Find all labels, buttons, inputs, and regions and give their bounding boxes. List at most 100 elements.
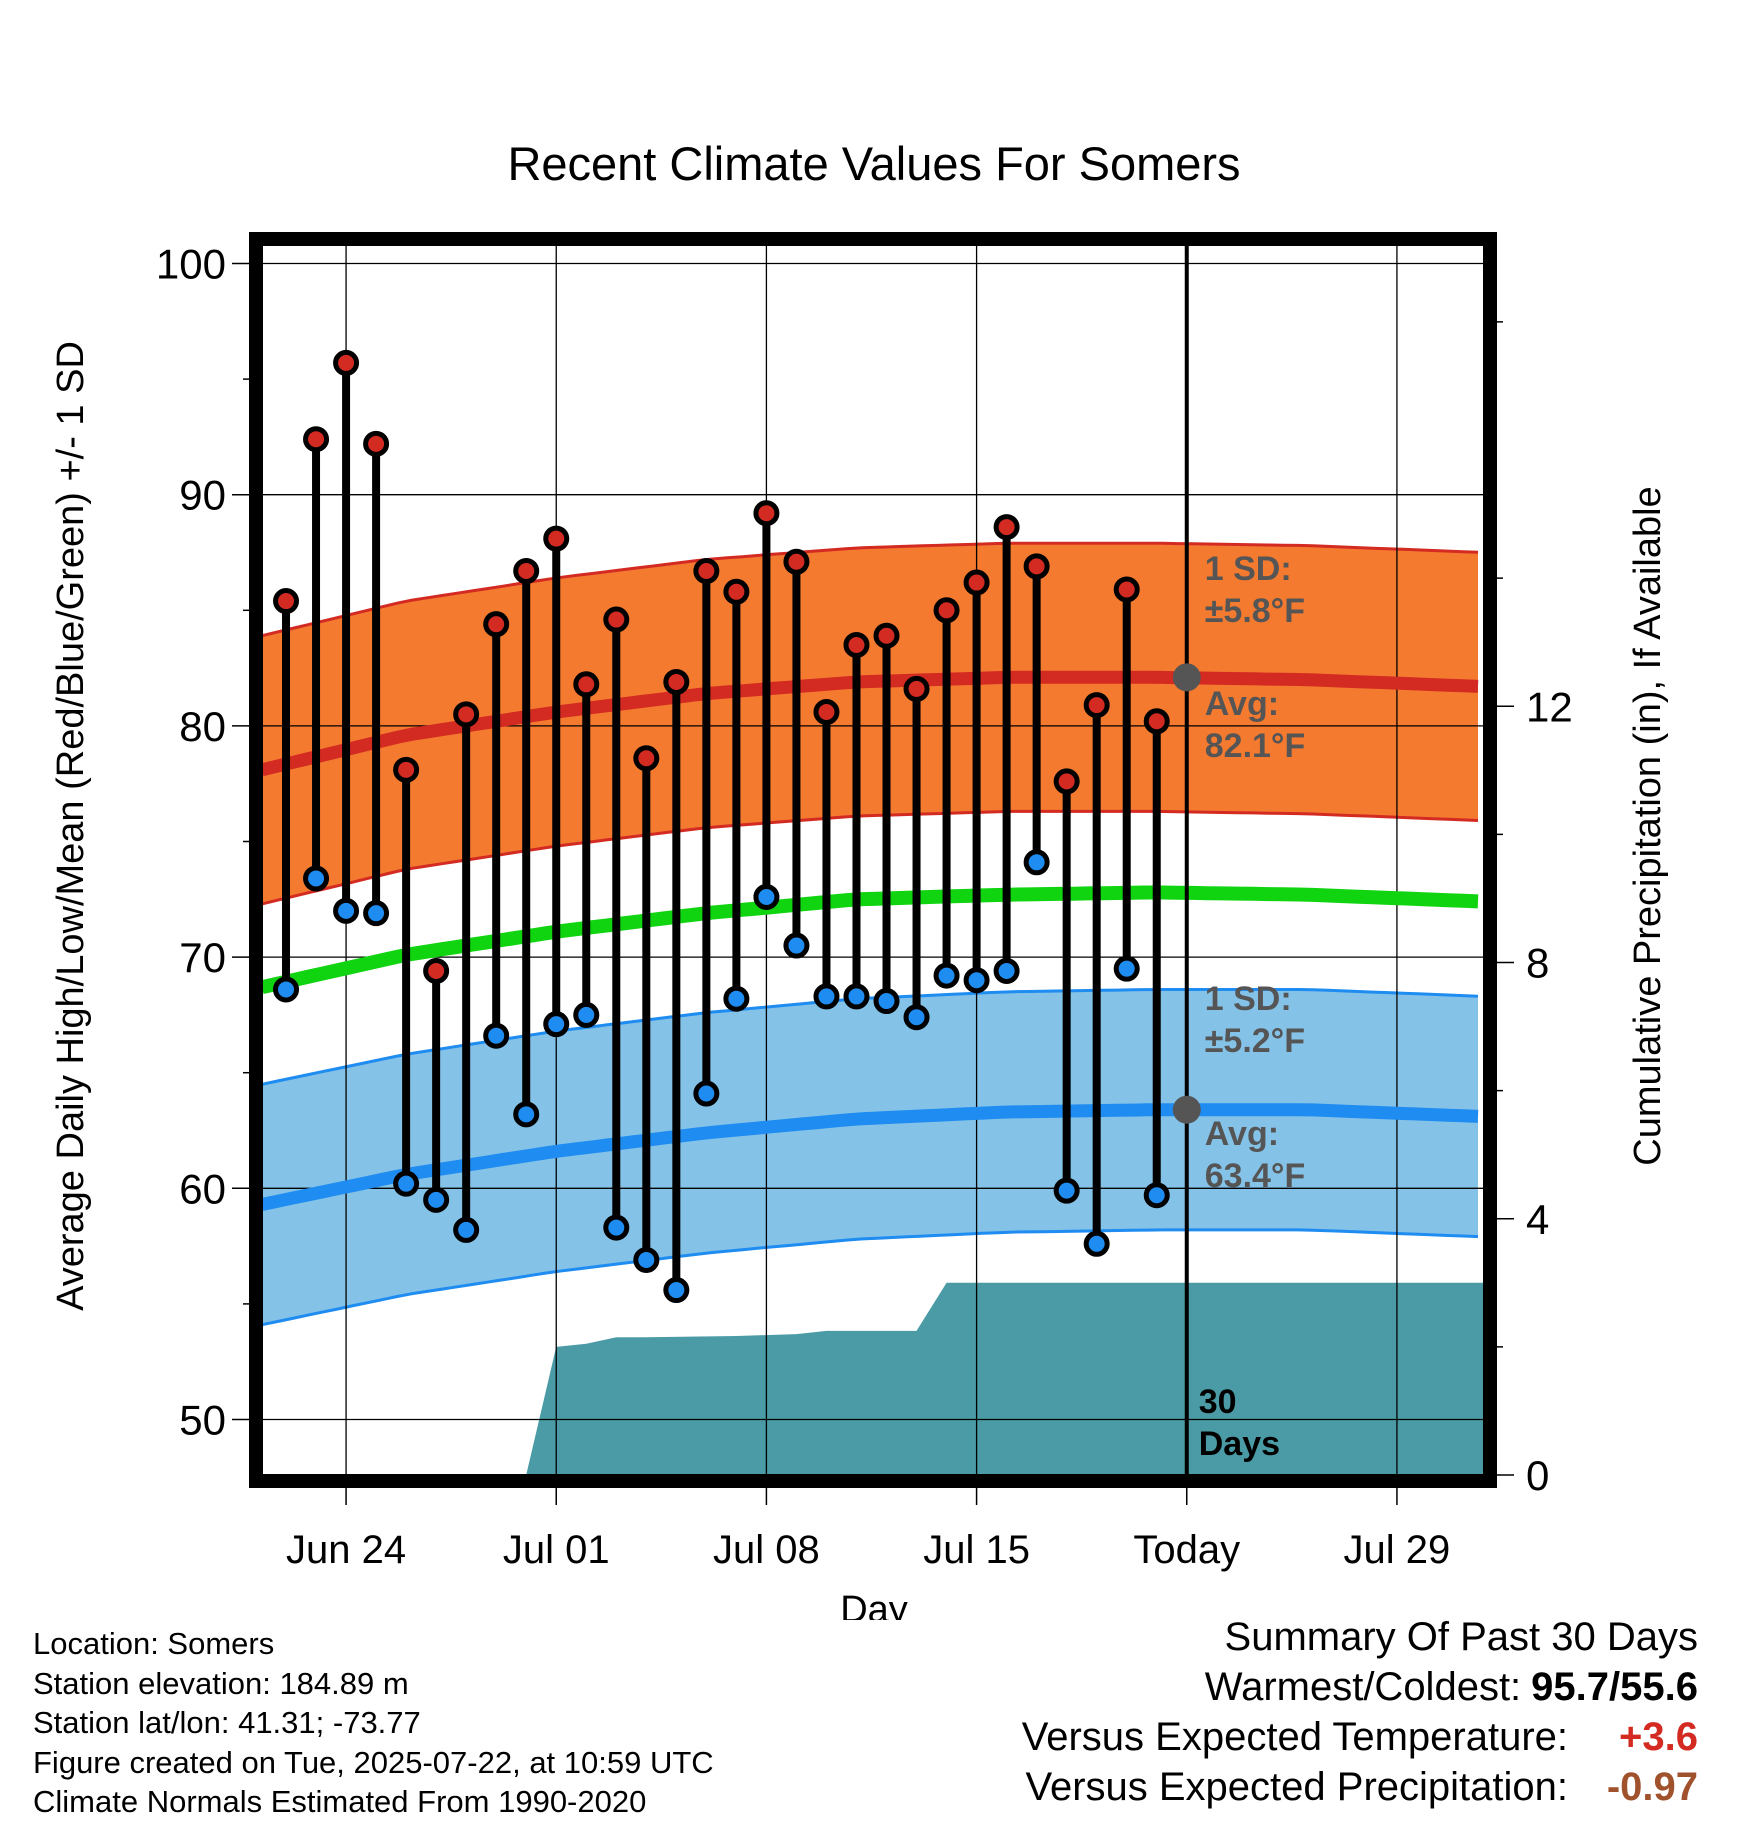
daily-high-point (1113, 576, 1140, 603)
climate-chart: Recent Climate Values For Somers 1 SD: ±5… (50, 137, 1669, 1620)
daily-high-point (603, 606, 630, 633)
x-axis-label: Day (840, 1589, 908, 1620)
daily-high-point (933, 597, 960, 624)
x-tick-label: Jul 15 (923, 1528, 1030, 1572)
created-text: Figure created on Tue, 2025-07-22, at 10… (33, 1744, 714, 1780)
daily-high-point (993, 514, 1020, 541)
daily-high-point (873, 622, 900, 649)
daily-high-point (423, 957, 450, 984)
y-tick-label: 90 (179, 472, 226, 519)
window-label-unit: Days (1199, 1425, 1280, 1463)
x-tick-label: Jul 08 (713, 1528, 820, 1572)
low-sd-label: 1 SD: (1205, 980, 1292, 1018)
daily-low-point (543, 1011, 570, 1038)
low-sd-value: ±5.2°F (1205, 1022, 1305, 1060)
x-tick-label: Jul 29 (1344, 1528, 1451, 1572)
high-avg-value: 82.1°F (1205, 727, 1306, 765)
plot-area: 1 SD: ±5.8°F Avg: 82.1°F 1 SD: ±5.2°F Avg: 63.4… (232, 232, 1514, 1505)
daily-low-point (783, 932, 810, 959)
low-avg-value: 63.4°F (1205, 1157, 1306, 1195)
high-avg-label: Avg: (1205, 685, 1279, 723)
daily-low-point (843, 983, 870, 1010)
temp-row: Versus Expected Temperature: +3.6 (1022, 1712, 1698, 1762)
warm-cold-label: Warmest/Coldest: (1204, 1665, 1522, 1709)
daily-high-point (663, 668, 690, 695)
normals-text: Climate Normals Estimated From 1990-2020 (33, 1784, 647, 1819)
daily-low-point (1083, 1230, 1110, 1257)
y2-tick-label: 8 (1526, 940, 1549, 987)
daily-high-point (483, 611, 510, 638)
precip-area (526, 1282, 1484, 1475)
high-sd-upper-edge (261, 541, 1479, 638)
warm-cold-value: 95.7/55.6 (1531, 1665, 1698, 1709)
daily-low-point (723, 985, 750, 1012)
y-tick-label: 60 (179, 1165, 226, 1212)
daily-low-point (1053, 1177, 1080, 1204)
daily-low-point (303, 865, 330, 892)
y2-tick-label: 0 (1526, 1452, 1549, 1499)
daily-low-point (753, 883, 780, 910)
daily-high-point (1023, 553, 1050, 580)
daily-high-point (513, 557, 540, 584)
precip-value: -0.97 (1606, 1765, 1698, 1809)
daily-high-point (393, 756, 420, 783)
daily-low-point (963, 967, 990, 994)
daily-high-point (753, 500, 780, 527)
daily-low-point (1113, 955, 1140, 982)
location-text: Location: Somers (33, 1626, 275, 1661)
station-info: Location: Somers Station elevation: 184.… (33, 1624, 714, 1822)
daily-high-point (693, 557, 720, 584)
y-axis-label: Average Daily High/Low/Mean (Red/Blue/Gr… (50, 341, 92, 1311)
daily-low-point (813, 983, 840, 1010)
daily-high-point (843, 631, 870, 658)
daily-low-point (603, 1214, 630, 1241)
daily-low-point (903, 1004, 930, 1031)
latlon-text: Station lat/lon: 41.31; -73.77 (33, 1705, 421, 1740)
y2-axis-label: Cumulative Precipitation (in), If Availa… (1627, 486, 1669, 1165)
daily-high-point (1143, 708, 1170, 735)
daily-high-point (573, 671, 600, 698)
daily-high-point (333, 349, 360, 376)
daily-low-point (933, 962, 960, 989)
daily-low-point (1143, 1182, 1170, 1209)
daily-low-point (393, 1170, 420, 1197)
x-tick-label: Today (1133, 1528, 1240, 1572)
daily-low-point (633, 1246, 660, 1273)
high-sd-band (262, 543, 1478, 904)
elevation-text: Station elevation: 184.89 m (33, 1665, 409, 1701)
x-tick-label: Jun 24 (286, 1528, 406, 1572)
daily-low-point (423, 1186, 450, 1213)
daily-low-point (333, 897, 360, 924)
daily-high-point (303, 426, 330, 453)
x-tick-label: Jul 01 (503, 1528, 610, 1572)
high-sd-value: ±5.8°F (1205, 592, 1305, 630)
daily-high-point (633, 745, 660, 772)
daily-low-point (1023, 849, 1050, 876)
daily-high-point (273, 588, 300, 615)
y2-tick-label: 12 (1526, 683, 1573, 730)
y-tick-label: 100 (156, 240, 226, 287)
daily-low-point (513, 1101, 540, 1128)
low-sd-band (262, 989, 1478, 1325)
y2-tick-label: 4 (1526, 1196, 1549, 1243)
daily-high-point (363, 430, 390, 457)
temp-label: Versus Expected Temperature: (1021, 1715, 1568, 1759)
temp-value: +3.6 (1619, 1715, 1698, 1759)
warm-cold-row: Warmest/Coldest: 95.7/55.6 (1022, 1662, 1698, 1712)
daily-low-point (273, 976, 300, 1003)
low-sd-lower-edge (261, 1228, 1479, 1327)
daily-high-point (1053, 768, 1080, 795)
today-high-avg-marker (1172, 663, 1201, 692)
y-tick-label: 50 (179, 1397, 226, 1444)
today-low-avg-marker (1172, 1095, 1201, 1124)
daily-high-point (903, 675, 930, 702)
summary-title: Summary Of Past 30 Days (1224, 1615, 1698, 1659)
summary-panel: Summary Of Past 30 Days Warmest/Coldest:… (1022, 1612, 1698, 1812)
daily-low-point (693, 1080, 720, 1107)
y-tick-label: 80 (179, 703, 226, 750)
chart-title: Recent Climate Values For Somers (507, 137, 1240, 190)
daily-low-point (483, 1022, 510, 1049)
low-avg-label: Avg: (1205, 1115, 1279, 1153)
daily-low-point (873, 988, 900, 1015)
daily-high-point (543, 525, 570, 552)
